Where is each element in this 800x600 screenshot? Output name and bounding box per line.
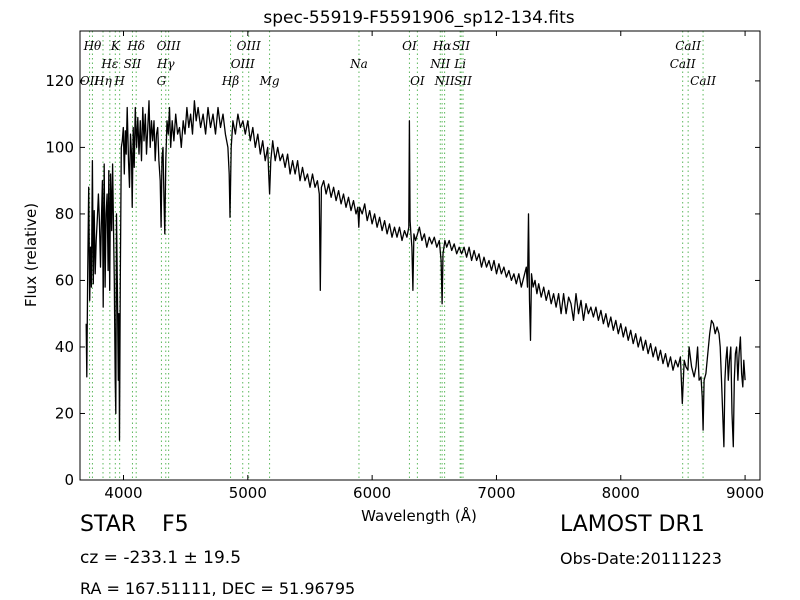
line-marker-label: Hε <box>100 57 118 71</box>
line-marker-label: OI <box>410 74 425 88</box>
survey-name: LAMOST DR1 <box>560 512 705 537</box>
chart-title: spec-55919-F5591906_sp12-134.fits <box>263 8 574 28</box>
y-tick-label: 80 <box>55 205 74 223</box>
line-marker-label: SII <box>452 39 470 53</box>
line-marker-labels: OII Hθ Hη Hε K H SII Hδ G Hγ OIII Hβ OIII OIII Mg Na OI O… <box>80 39 716 88</box>
axis-ticks: 4000 5000 6000 7000 8000 9000 0 20 40 60 80 100 120 <box>45 31 764 502</box>
y-tick-label: 100 <box>45 138 74 156</box>
line-marker-label: CaII <box>675 39 701 53</box>
line-marker-label: G <box>157 74 167 88</box>
x-tick-label: 4000 <box>104 484 142 502</box>
spectrum-line <box>85 100 746 448</box>
x-tick-label: 7000 <box>477 484 515 502</box>
line-marker-label: H <box>113 74 125 88</box>
class-value: STAR <box>80 512 137 537</box>
line-marker-label: OIII <box>237 39 261 53</box>
line-marker-label: CaII <box>690 74 716 88</box>
x-axis-label: Wavelength (Å) <box>361 506 477 525</box>
line-marker-label: Hδ <box>126 39 145 53</box>
line-marker-label: Hγ <box>156 57 175 71</box>
line-marker-label: NII <box>434 74 455 88</box>
line-marker-label: Mg <box>259 74 280 88</box>
y-tick-label: 60 <box>55 271 74 289</box>
line-marker-label: Hα <box>432 39 452 53</box>
line-marker-label: K <box>110 39 121 53</box>
line-marker-label: OIII <box>157 39 181 53</box>
plot-frame <box>79 30 761 481</box>
y-tick-label: 0 <box>64 471 74 489</box>
line-marker-label: Na <box>349 57 368 71</box>
line-marker-label: OII <box>80 74 100 88</box>
observation-date: Obs-Date:20111223 <box>560 549 722 568</box>
y-tick-label: 20 <box>55 404 74 422</box>
redshift-cz: cz = -233.1 ± 19.5 <box>80 548 242 568</box>
line-marker-label: SII <box>454 74 472 88</box>
ra-dec-coordinates: RA = 167.51111, DEC = 51.96795 <box>80 579 356 598</box>
x-tick-label: 9000 <box>726 484 764 502</box>
line-markers <box>89 31 704 480</box>
y-axis-label: Flux (relative) <box>22 203 40 307</box>
y-tick-label: 40 <box>55 338 74 356</box>
line-marker-label: Hβ <box>221 74 239 88</box>
line-marker-label: OI <box>402 39 417 53</box>
line-marker-label: NII <box>429 57 450 71</box>
x-tick-label: 5000 <box>229 484 267 502</box>
line-marker-label: CaII <box>670 57 696 71</box>
x-tick-label: 8000 <box>602 484 640 502</box>
line-marker-label: SII <box>124 57 142 71</box>
y-tick-label: 120 <box>45 72 74 90</box>
line-marker-label: OIII <box>231 57 255 71</box>
subclass-value: F5 <box>162 512 189 537</box>
line-marker-label: Li <box>453 57 466 71</box>
line-marker-label: Hη <box>93 74 112 88</box>
line-marker-label: Hθ <box>83 39 102 53</box>
x-tick-label: 6000 <box>353 484 391 502</box>
object-class: STAR F5 <box>80 512 189 537</box>
